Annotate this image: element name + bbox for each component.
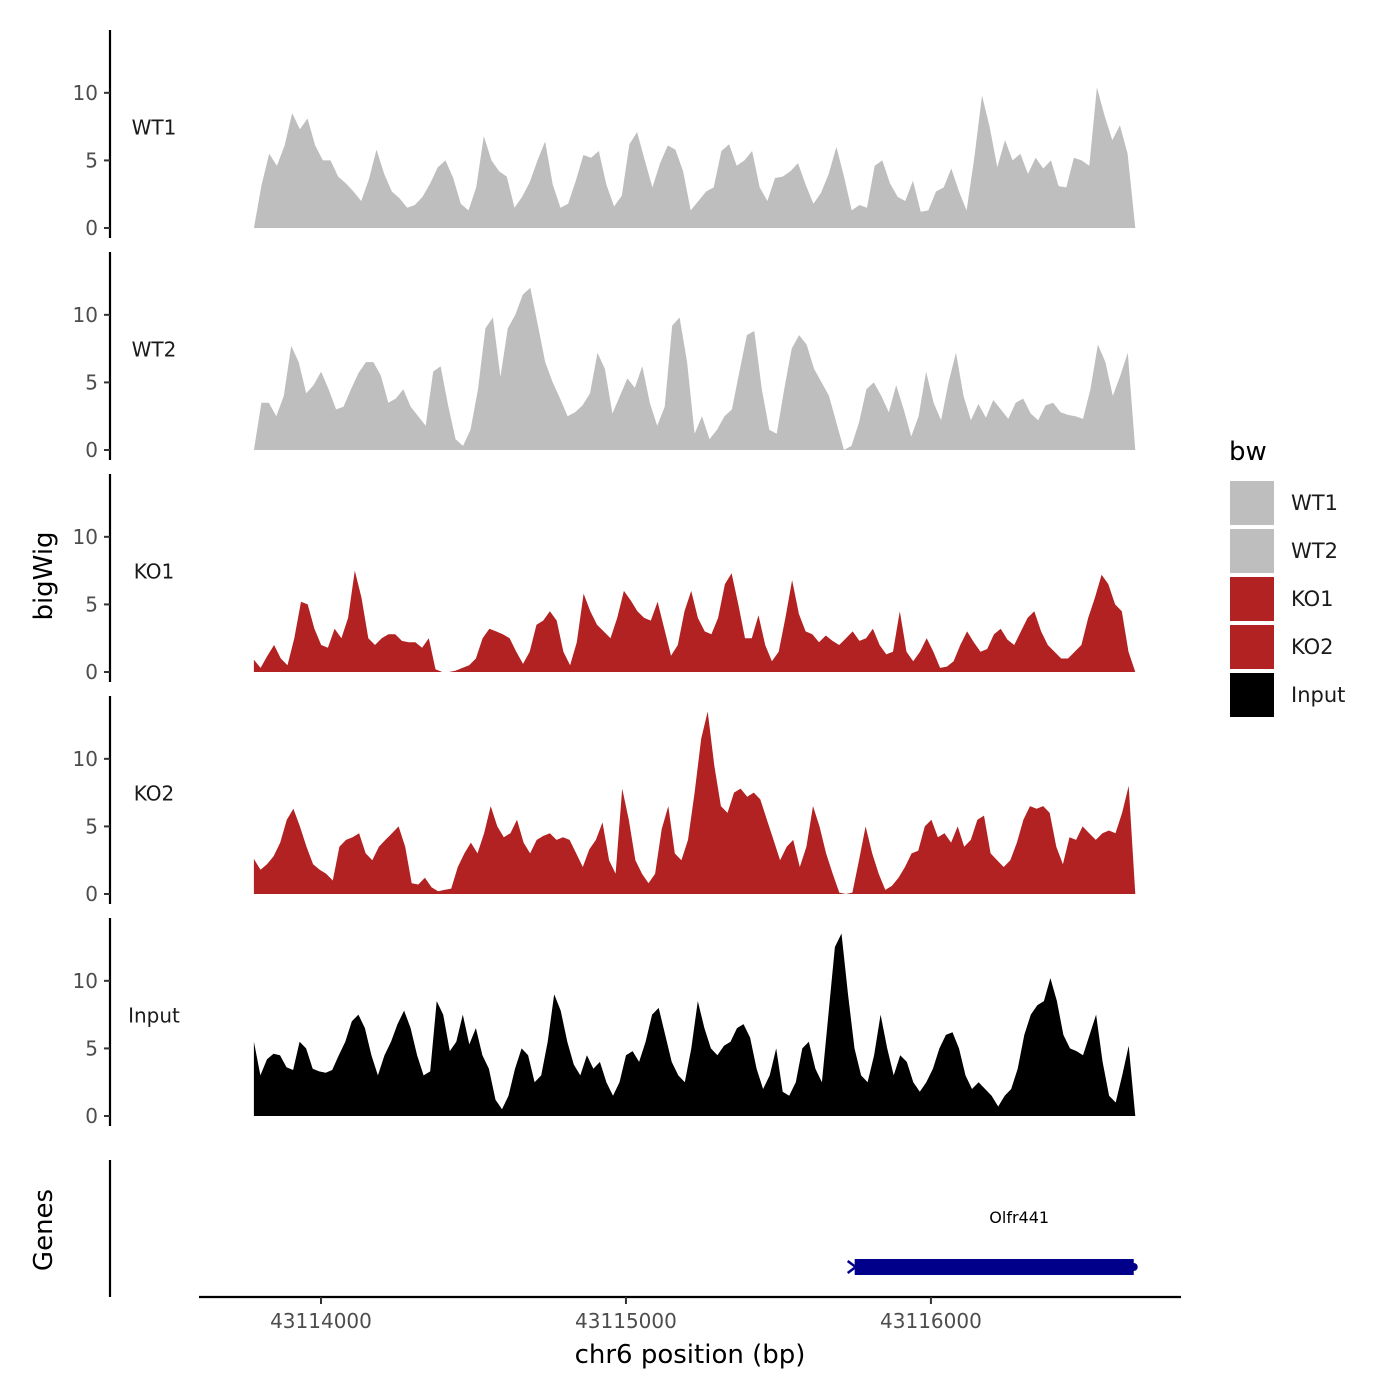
- y-tick-label: 5: [85, 1036, 98, 1060]
- y-tick-label: 5: [85, 592, 98, 616]
- area-ko2: [253, 711, 1136, 894]
- track-wt1: 0 5 10 WT1: [73, 30, 1136, 240]
- track-label-ko1: KO1: [134, 560, 175, 584]
- area-ko1: [253, 570, 1136, 672]
- y-tick-label: 0: [85, 660, 98, 684]
- legend-label-input: Input: [1291, 683, 1345, 707]
- y-tick-label: 10: [73, 525, 98, 549]
- x-tick-label: 43115000: [575, 1309, 677, 1333]
- y-tick-label: 10: [73, 81, 98, 105]
- x-axis: 43114000 43115000 43116000: [199, 1295, 1181, 1333]
- y-axis-title: bigWig: [29, 531, 59, 620]
- x-axis-title: chr6 position (bp): [575, 1340, 806, 1370]
- area-wt2: [253, 287, 1136, 450]
- gene-strand-marker: [846, 1260, 858, 1274]
- legend-label-ko2: KO2: [1291, 635, 1334, 659]
- legend: bw WT1 WT2 KO1 KO2 Input: [1228, 437, 1345, 719]
- legend-label-wt1: WT1: [1291, 491, 1338, 515]
- area-input: [253, 933, 1136, 1116]
- y-tick-label: 10: [73, 303, 98, 327]
- area-wt1: [253, 87, 1136, 229]
- y-tick-label: 10: [73, 747, 98, 771]
- legend-swatch-input: [1228, 671, 1276, 719]
- legend-swatch-wt2: [1228, 527, 1276, 575]
- legend-label-wt2: WT2: [1291, 539, 1338, 563]
- gene-body: [854, 1259, 1134, 1275]
- legend-label-ko1: KO1: [1291, 587, 1334, 611]
- legend-swatch-ko1: [1228, 575, 1276, 623]
- track-label-wt1: WT1: [132, 116, 177, 140]
- legend-title: bw: [1229, 437, 1267, 467]
- track-wt2: 0 5 10 WT2: [73, 252, 1136, 462]
- y-tick-label: 5: [85, 370, 98, 394]
- tracks-group: 0 5 10 WT1 0 5 10 WT2 0 5 10 KO1 0 5 10 KO2 0 5 10 Input: [73, 30, 1136, 1128]
- track-ko1: 0 5 10 KO1: [73, 474, 1136, 684]
- track-label-input: Input: [128, 1004, 180, 1028]
- legend-swatch-ko2: [1228, 623, 1276, 671]
- y-tick-label: 0: [85, 882, 98, 906]
- gene-end-marker: [1129, 1263, 1138, 1271]
- y-tick-label: 10: [73, 969, 98, 993]
- gene-label: Olfr441: [989, 1208, 1049, 1227]
- gene-track: Olfr441: [108, 1160, 1138, 1297]
- track-label-wt2: WT2: [132, 338, 177, 362]
- x-tick-label: 43114000: [270, 1309, 372, 1333]
- y-tick-label: 0: [85, 438, 98, 462]
- x-tick-label: 43116000: [880, 1309, 982, 1333]
- legend-swatch-wt1: [1228, 479, 1276, 527]
- track-input: 0 5 10 Input: [73, 918, 1136, 1128]
- y-tick-label: 0: [85, 216, 98, 240]
- track-label-ko2: KO2: [134, 782, 175, 806]
- y-tick-label: 5: [85, 814, 98, 838]
- y-tick-label: 0: [85, 1104, 98, 1128]
- track-ko2: 0 5 10 KO2: [73, 696, 1136, 906]
- genes-axis-title: Genes: [29, 1189, 59, 1271]
- y-tick-label: 5: [85, 148, 98, 172]
